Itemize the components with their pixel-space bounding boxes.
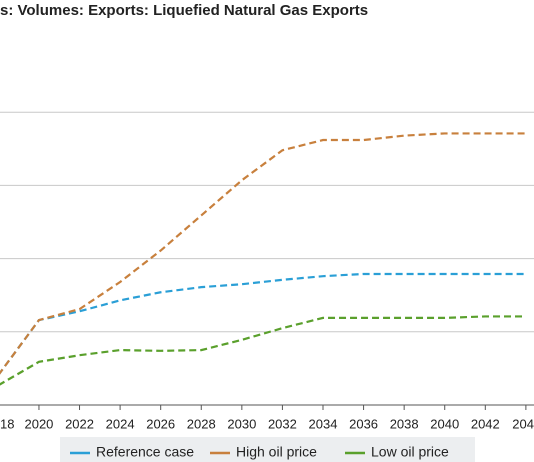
x-tick-label: 2024 (106, 416, 135, 431)
x-tick-label: 2026 (146, 416, 175, 431)
x-tick-label: 2022 (65, 416, 94, 431)
x-tick-label: 2028 (187, 416, 216, 431)
x-tick-label: 2034 (309, 416, 338, 431)
x-tick-label: 2020 (24, 416, 53, 431)
x-tick-label: 2038 (390, 416, 419, 431)
x-tick-label: 2042 (471, 416, 500, 431)
x-tick-label: 18 (0, 416, 14, 431)
x-tick-label: 2032 (268, 416, 297, 431)
x-tick-label: 2030 (227, 416, 256, 431)
legend-background (60, 437, 475, 462)
series-line (0, 132, 526, 375)
legend-label: Reference case (96, 444, 194, 460)
series-line (0, 315, 526, 386)
x-tick-label: 204 (512, 416, 534, 431)
series-line (0, 272, 526, 375)
legend-label: Low oil price (371, 444, 449, 460)
x-tick-label: 2036 (349, 416, 378, 431)
chart-title: s: Volumes: Exports: Liquefied Natural G… (0, 2, 368, 19)
x-tick-label: 2040 (430, 416, 459, 431)
legend-label: High oil price (236, 444, 317, 460)
